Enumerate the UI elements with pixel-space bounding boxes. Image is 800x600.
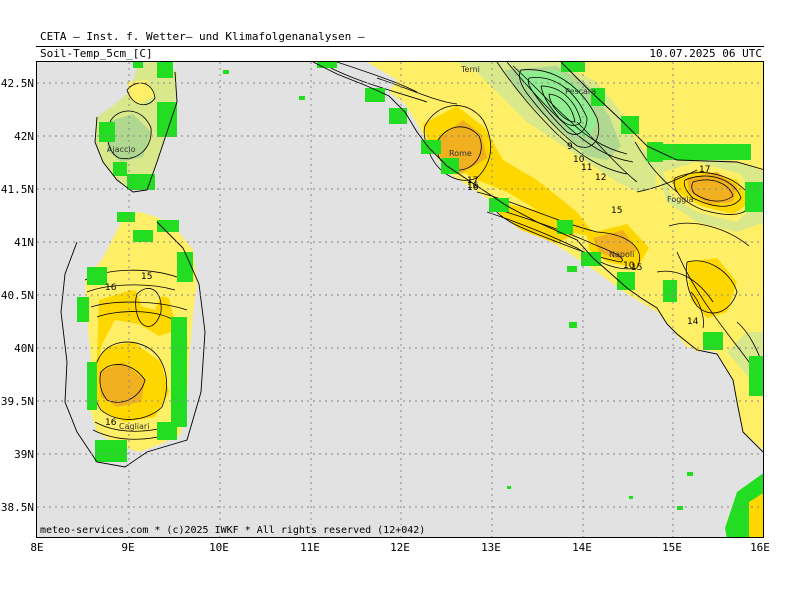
contour-label: 11 [581, 163, 592, 173]
contour-label: 15 [611, 206, 622, 216]
valid-time: 10.07.2025 06 UTC [649, 47, 762, 60]
city-napoli: Napoli [609, 250, 634, 259]
city-rome: Rome [449, 149, 472, 158]
lat-label: 38.5N [0, 501, 34, 514]
chart-title: CETA — Inst. f. Wetter— und Klimafolgena… [40, 30, 365, 43]
sardinia-landmass [60, 212, 206, 468]
contour-label: 16 [105, 418, 117, 428]
lat-label: 39N [14, 448, 34, 461]
contour-label: 9 [567, 142, 573, 152]
lon-label: 14E [572, 541, 592, 554]
city-ajaccio: Ajaccio [107, 145, 136, 154]
contour-label: 16 [467, 183, 479, 193]
map-canvas: Terni Pescara Ajaccio Rome Foggia Napoli… [37, 62, 763, 537]
contour-label: 16 [467, 181, 479, 191]
lat-label: 41.5N [0, 183, 34, 196]
sicily-landmass [725, 473, 763, 537]
lat-label: 39.5N [0, 395, 34, 408]
city-cagliari: Cagliari [119, 422, 149, 431]
italy-landmass [312, 62, 763, 453]
contour-label: 10 [573, 155, 585, 165]
contour-labels: 9 10 11 12 15 17 16 15 10 14 16 15 16 17… [105, 142, 710, 428]
lon-label: 15E [662, 541, 682, 554]
contour-label: 15 [631, 263, 642, 273]
lat-label: 40N [14, 342, 34, 355]
contour-label: 16 [105, 283, 117, 293]
contour-label: 12 [595, 173, 606, 183]
gridlines [37, 62, 763, 537]
lon-label: 9E [121, 541, 135, 554]
map-panel[interactable]: Terni Pescara Ajaccio Rome Foggia Napoli… [36, 61, 764, 538]
corsica-landmass [94, 62, 178, 193]
contour-label: 10 [623, 261, 635, 271]
lon-label: 10E [209, 541, 229, 554]
lat-label: 41N [14, 236, 34, 249]
city-terni: Terni [460, 65, 480, 74]
lon-label: 16E [750, 541, 770, 554]
city-foggia: Foggia [667, 195, 694, 204]
lat-label: 42N [14, 130, 34, 143]
lat-label: 40.5N [0, 289, 34, 302]
lon-label: 11E [300, 541, 320, 554]
field-name: Soil-Temp_5cm_[C] [40, 47, 153, 60]
city-labels: Terni Pescara Ajaccio Rome Foggia Napoli… [107, 65, 694, 431]
contour-label: 17 [467, 176, 478, 186]
contour-label: 15 [141, 272, 152, 282]
small-islands [223, 70, 693, 510]
lon-label: 13E [481, 541, 501, 554]
lon-label: 8E [30, 541, 44, 554]
city-pescara: Pescara [565, 87, 596, 96]
lon-label: 12E [390, 541, 410, 554]
contour-label: 14 [687, 317, 699, 327]
contour-label: 17 [699, 165, 710, 175]
copyright-footer: meteo-services.com * (c)2025 IWKF * All … [40, 525, 426, 536]
lat-label: 42.5N [0, 77, 34, 90]
